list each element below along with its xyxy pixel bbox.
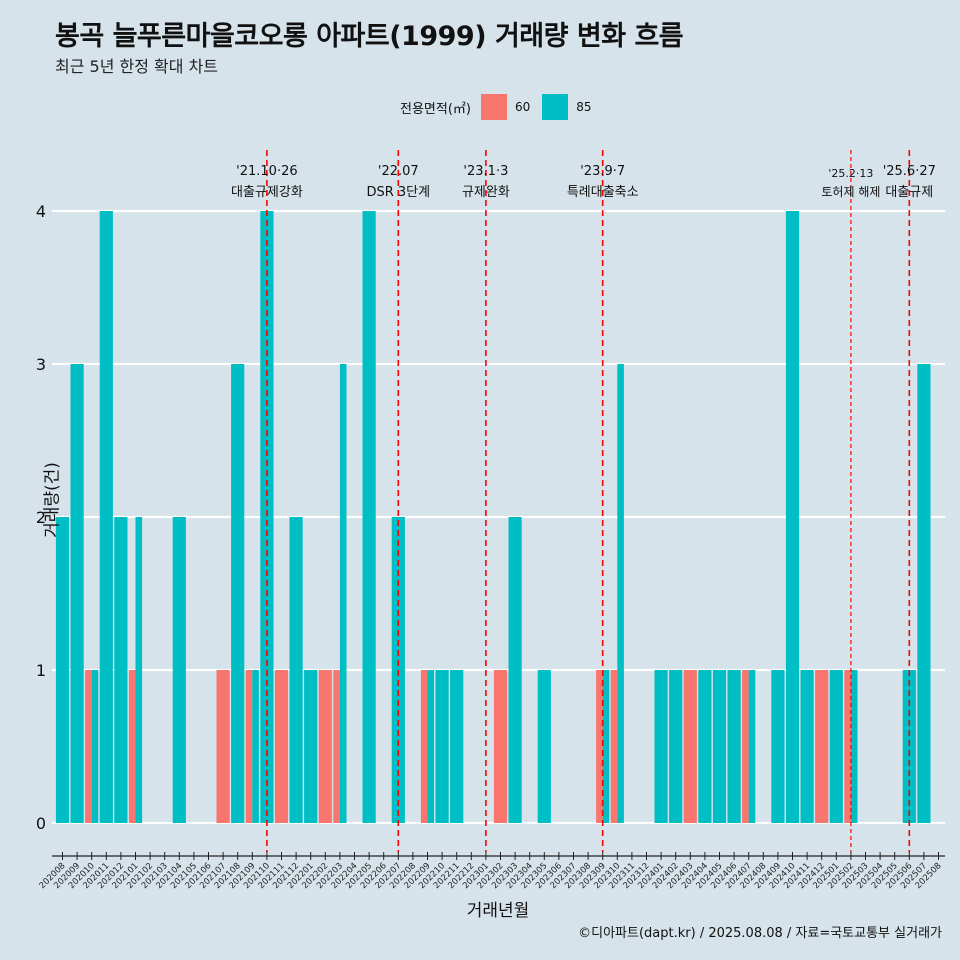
- bar-85: [508, 517, 522, 823]
- y-tick-label: 3: [36, 355, 46, 374]
- bar-85: [785, 211, 800, 823]
- x-axis-label: 거래년월: [466, 901, 530, 921]
- legend-title: 전용면적(㎡): [400, 101, 471, 117]
- bar-85: [231, 364, 245, 823]
- bar-85: [727, 670, 741, 823]
- bar-85: [427, 670, 435, 823]
- bar-60: [274, 670, 289, 823]
- source-caption: ©디아파트(dapt.kr) / 2025.08.08 / 자료=국토교통부 실…: [578, 926, 942, 941]
- event-date-label: '23.1·3: [463, 164, 508, 179]
- y-tick-label: 4: [36, 202, 46, 221]
- event-date-label: '23.9·7: [580, 164, 625, 179]
- bar-60: [318, 670, 332, 823]
- bar-85: [362, 211, 376, 823]
- bar-60: [742, 670, 749, 823]
- bar-85: [748, 670, 756, 823]
- bar-85: [698, 670, 712, 823]
- bar-85: [712, 670, 727, 823]
- event-date-label: '25.2·13: [828, 167, 873, 180]
- event-date-label: '25.6·27: [883, 164, 936, 179]
- bar-60: [245, 670, 253, 823]
- bar-85: [850, 670, 858, 823]
- bar-85: [654, 670, 668, 823]
- y-tick-label: 0: [36, 814, 46, 833]
- bar-85: [260, 211, 274, 823]
- chart-subtitle: 최근 5년 한정 확대 차트: [55, 57, 219, 76]
- bar-85: [135, 517, 143, 823]
- event-name-label: DSR 3단계: [366, 185, 430, 200]
- bar-85: [114, 517, 128, 823]
- bar-60: [596, 670, 603, 823]
- bar-85: [55, 517, 70, 823]
- bar-85: [902, 670, 916, 823]
- bar-60: [216, 670, 230, 823]
- bar-60: [420, 670, 428, 823]
- event-date-label: '22.07: [378, 164, 419, 179]
- y-axis-label: 거래량(건): [42, 462, 63, 538]
- bar-60: [844, 670, 851, 823]
- bar-85: [617, 364, 624, 823]
- bar-85: [252, 670, 259, 823]
- bar-85: [91, 670, 99, 823]
- bar-85: [435, 670, 449, 823]
- legend: 전용면적(㎡) 60 85: [400, 94, 604, 120]
- event-name-label: 규제완화: [462, 185, 510, 200]
- legend-label-85: 85: [576, 100, 592, 114]
- bar-85: [172, 517, 186, 823]
- bar-85: [669, 670, 683, 823]
- bar-85: [289, 517, 303, 823]
- y-tick-label: 2: [36, 508, 46, 527]
- bar-85: [602, 670, 610, 823]
- bar-60: [610, 670, 618, 823]
- y-tick-label: 1: [36, 661, 46, 680]
- event-name-label: 토허제 해제: [821, 185, 880, 199]
- bar-85: [304, 670, 318, 823]
- legend-swatch-60: [480, 94, 507, 120]
- chart-title: 봉곡 늘푸른마을코오롱 아파트(1999) 거래량 변화 흐름: [55, 21, 684, 52]
- bar-60: [333, 670, 340, 823]
- event-name-label: 특례대출축소: [567, 185, 639, 200]
- bar-60: [493, 670, 508, 823]
- bar-60: [815, 670, 829, 823]
- bar-85: [339, 364, 347, 823]
- bar-60: [683, 670, 697, 823]
- bar-60: [85, 670, 92, 823]
- bar-85: [537, 670, 551, 823]
- bar-85: [800, 670, 814, 823]
- bar-85: [771, 670, 785, 823]
- bar-85: [829, 670, 843, 823]
- bar-85: [70, 364, 84, 823]
- event-name-label: 대출규제: [885, 185, 933, 200]
- event-date-label: '21.10·26: [236, 164, 297, 179]
- legend-label-60: 60: [514, 100, 531, 114]
- event-name-label: 대출규제강화: [231, 185, 303, 200]
- bar-85: [99, 211, 113, 823]
- bar-85: [450, 670, 464, 823]
- bar-60: [128, 670, 136, 823]
- legend-swatch-85: [542, 94, 569, 120]
- bar-85: [917, 364, 931, 823]
